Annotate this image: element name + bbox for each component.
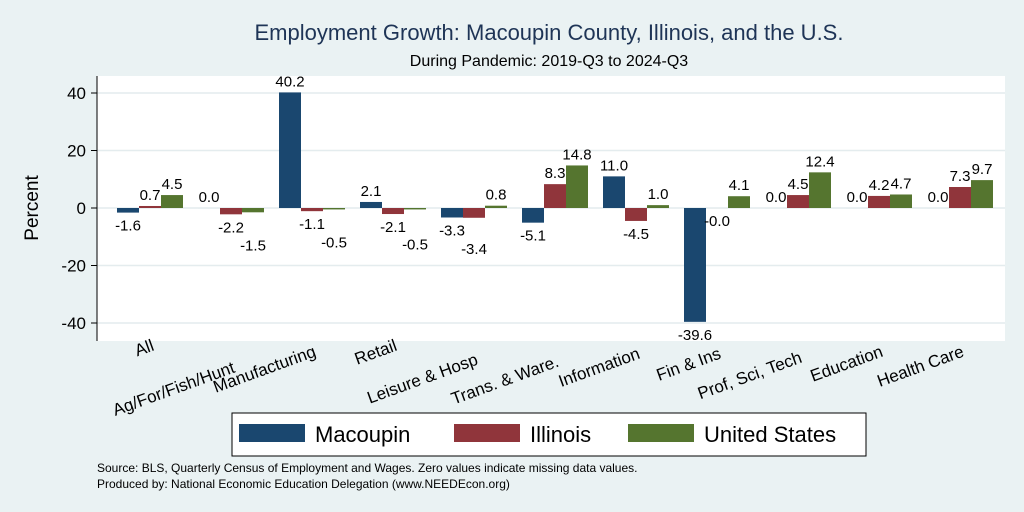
- legend-swatch-macoupin: [239, 424, 305, 442]
- bar-illinois: [301, 208, 323, 212]
- legend-box: [231, 412, 867, 457]
- bar-illinois: [868, 195, 890, 208]
- bar-united-states: [809, 172, 831, 208]
- data-label: -5.1: [520, 228, 546, 245]
- bar-united-states: [161, 195, 183, 208]
- data-label: -0.5: [402, 236, 428, 253]
- bar-illinois: [382, 208, 404, 215]
- data-label: 4.5: [788, 176, 809, 193]
- data-label: -1.1: [299, 216, 325, 233]
- data-label: -1.5: [240, 237, 266, 254]
- data-label: -3.3: [439, 222, 465, 239]
- source-note: Source: BLS, Quarterly Census of Employm…: [97, 461, 637, 475]
- data-label: 1.0: [648, 186, 669, 203]
- chart-subtitle: During Pandemic: 2019-Q3 to 2024-Q3: [410, 53, 688, 70]
- data-label: -2.2: [218, 219, 244, 236]
- data-label: 0.7: [140, 187, 161, 204]
- data-label: 7.3: [950, 168, 971, 185]
- chart-title: Employment Growth: Macoupin County, Illi…: [255, 20, 844, 45]
- y-tick-label: -40: [61, 314, 86, 333]
- legend-label: Macoupin: [315, 422, 410, 447]
- bar-macoupin: [684, 208, 706, 322]
- data-label: 0.0: [928, 189, 949, 206]
- x-tick-label: Health Care: [875, 342, 967, 391]
- bar-macoupin: [603, 176, 625, 208]
- legend-swatch-illinois: [454, 424, 520, 442]
- bar-macoupin: [441, 208, 463, 218]
- bar-macoupin: [522, 208, 544, 223]
- data-label: 0.8: [486, 187, 507, 204]
- y-axis-label: Percent: [22, 175, 43, 241]
- bar-illinois: [949, 187, 971, 208]
- bar-macoupin: [279, 92, 301, 208]
- data-label: 14.8: [562, 146, 591, 163]
- data-label: 9.7: [972, 161, 993, 178]
- legend-label: Illinois: [530, 422, 591, 447]
- data-label: 12.4: [805, 153, 834, 170]
- y-tick-label: 40: [67, 84, 86, 103]
- bar-united-states: [485, 205, 507, 208]
- bar-illinois: [544, 184, 566, 208]
- data-label: 4.1: [729, 177, 750, 194]
- data-label: 40.2: [275, 73, 304, 90]
- bar-united-states: [242, 208, 264, 213]
- bar-macoupin: [360, 201, 382, 208]
- bar-illinois: [625, 208, 647, 221]
- produced-by-note: Produced by: National Economic Education…: [97, 477, 510, 491]
- data-label: -39.6: [678, 327, 712, 344]
- legend: Macoupin Illinois United States: [231, 412, 867, 457]
- data-label: 11.0: [600, 157, 628, 174]
- y-tick-label: 0: [77, 199, 86, 218]
- legend-swatch-united-states: [628, 424, 694, 442]
- bar-united-states: [404, 208, 426, 210]
- bar-illinois: [463, 208, 485, 218]
- data-label: -4.5: [623, 226, 649, 243]
- bar-united-states: [728, 196, 750, 208]
- data-label: 8.3: [545, 165, 566, 182]
- bar-united-states: [890, 194, 912, 208]
- data-label: 4.5: [162, 176, 183, 193]
- data-label: -3.4: [461, 241, 487, 258]
- data-label: -2.1: [380, 219, 406, 236]
- bar-illinois: [139, 205, 161, 208]
- x-tick-label: Information: [556, 344, 642, 391]
- bar-united-states: [647, 205, 669, 208]
- data-label: 4.2: [869, 177, 890, 194]
- data-label: -1.6: [115, 218, 141, 235]
- bar-united-states: [971, 180, 993, 208]
- data-label: 2.1: [361, 183, 382, 200]
- bar-illinois: [787, 195, 809, 208]
- x-tick-label: Education: [808, 342, 886, 386]
- bar-united-states: [566, 165, 588, 208]
- y-tick-label: -20: [61, 257, 86, 276]
- data-label: 4.7: [891, 175, 912, 192]
- data-label: 0.0: [847, 189, 868, 206]
- bar-illinois: [220, 208, 242, 215]
- data-label: 0.0: [199, 189, 220, 206]
- data-label: 0.0: [766, 189, 787, 206]
- data-label: -0.0: [704, 213, 730, 230]
- bar-macoupin: [117, 208, 139, 213]
- legend-label: United States: [704, 422, 836, 447]
- y-tick-label: 20: [67, 142, 86, 161]
- data-label: -0.5: [321, 234, 347, 251]
- bar-united-states: [323, 208, 345, 210]
